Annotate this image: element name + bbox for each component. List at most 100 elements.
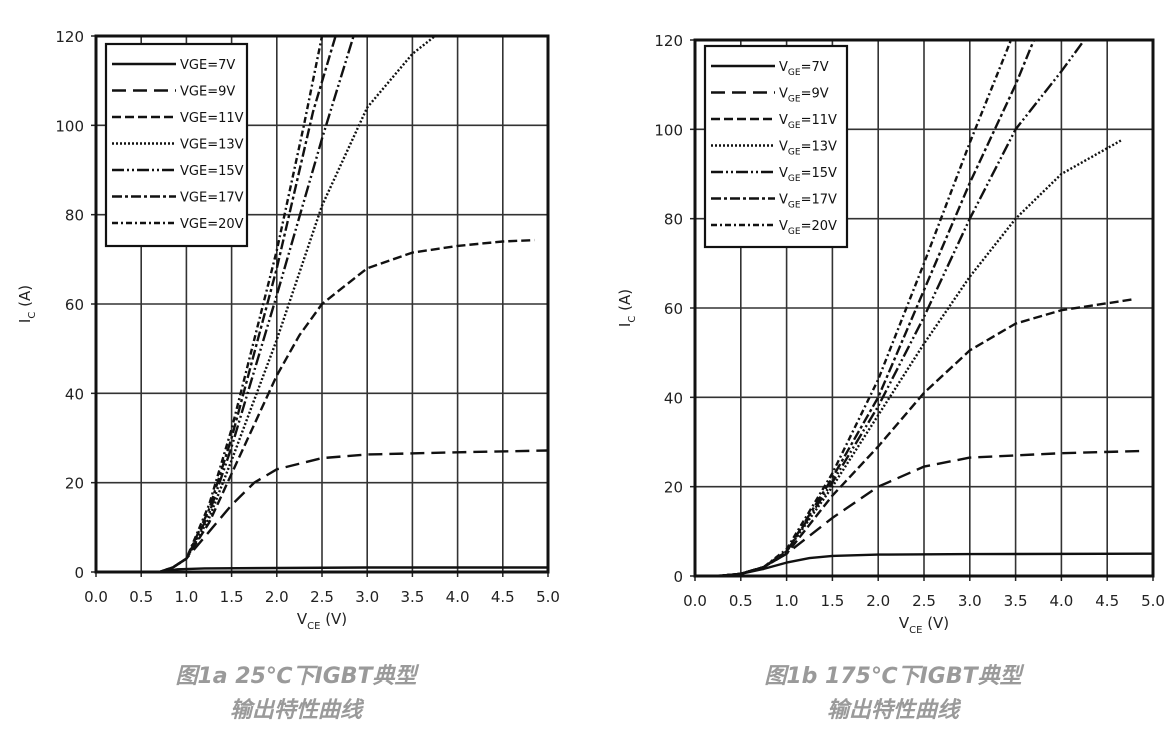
y-tick-label: 80 — [664, 211, 683, 229]
x-axis-label-part: V — [297, 610, 308, 628]
legend-entry-post: =7V — [801, 60, 829, 75]
legend-entry-pre: V — [779, 193, 788, 208]
legend-entry-post: =9V — [207, 85, 235, 100]
legend-entry-pre: V — [779, 140, 788, 155]
x-axis-label-part: CE — [307, 621, 320, 632]
y-axis-label: IC (A) — [16, 285, 38, 323]
y-tick-label: 20 — [664, 479, 683, 497]
x-tick-label: 0.0 — [84, 588, 108, 606]
series-line-vge-20v — [695, 40, 1013, 576]
y-axis-label-part: C — [27, 312, 38, 319]
legend-entry-post: =13V — [801, 140, 837, 155]
legend-entry-post: =11V — [207, 111, 243, 126]
series-line-vge-13v — [695, 139, 1122, 576]
x-tick-label: 1.5 — [220, 588, 244, 606]
legend-entry-sub: GE — [788, 95, 801, 105]
legend-entry: VGE=13V — [180, 138, 244, 153]
x-tick-label: 4.5 — [491, 588, 515, 606]
y-tick-label: 0 — [673, 568, 683, 586]
legend-entry: VGE=20V — [180, 217, 244, 232]
legend-box — [104, 42, 249, 248]
legend-entry-pre: V — [779, 87, 788, 102]
legend-entry-post: =15V — [207, 164, 243, 179]
y-tick-label: 60 — [664, 300, 683, 318]
legend-entry: VGE=15V — [779, 166, 837, 184]
series-line-vge-15v — [695, 40, 1086, 576]
legend-entry: VGE=9V — [180, 85, 235, 100]
x-tick-label: 2.5 — [310, 588, 334, 606]
series-line-vge-7v — [96, 566, 548, 572]
legend: VGE=7VVGE=9VVGE=11VVGE=13VVGE=15VVGE=17V… — [703, 44, 849, 249]
y-tick-label: 120 — [55, 28, 84, 46]
chart-a: 0.0 0.5 1.0 1.5 2.0 2.5 3.0 3.5 4.0 4.5 5.0 0 20 40 60… — [16, 28, 560, 632]
legend-entry-post: =20V — [801, 219, 837, 234]
y-tick-label: 0 — [74, 564, 84, 582]
legend-entry-post: =15V — [801, 166, 837, 181]
x-tick-label: 0.5 — [729, 592, 753, 610]
x-tick-label: 2.0 — [866, 592, 890, 610]
legend-entry-pre: VGE — [180, 138, 207, 153]
x-tick-label: 5.0 — [1141, 592, 1165, 610]
y-axis-label-part: I — [16, 319, 34, 323]
chart-b: 0.0 0.5 1.0 1.5 2.0 2.5 3.0 3.5 4.0 4.5 5.0 0 20 40 60… — [616, 32, 1165, 636]
legend-entry: VGE=11V — [779, 113, 837, 131]
y-axis-label-part: (A) — [616, 289, 634, 316]
series-line-vge-20v — [96, 36, 324, 572]
x-axis-label-part: V — [899, 614, 910, 632]
y-axis-label: IC (A) — [616, 289, 638, 327]
legend-entry-post: =17V — [801, 193, 837, 208]
legend-entry-pre: VGE — [180, 111, 207, 126]
x-axis-label-part: (V) — [320, 610, 347, 628]
legend-entry-pre: V — [779, 166, 788, 181]
legend-entry-pre: V — [779, 113, 788, 128]
legend-entry-sub: GE — [788, 68, 801, 78]
series-line-vge-15v — [96, 36, 355, 572]
y-axis-label-part: I — [616, 323, 634, 327]
legend-entry-post: =11V — [801, 113, 837, 128]
legend-entry-sub: GE — [788, 201, 801, 211]
series-line-vge-9v — [695, 449, 1144, 576]
legend-entry: VGE=15V — [180, 164, 244, 179]
x-tick-label: 0.5 — [129, 588, 153, 606]
series-line-vge-17v — [695, 40, 1036, 576]
legend-entry: VGE=20V — [779, 219, 837, 237]
legend-entry-pre: VGE — [180, 164, 207, 179]
legend-entry: VGE=11V — [180, 111, 244, 126]
x-tick-label: 3.0 — [958, 592, 982, 610]
legend-entry-post: =7V — [207, 58, 235, 73]
x-tick-label: 5.0 — [536, 588, 560, 606]
legend-entry-sub: GE — [788, 121, 801, 131]
legend-entry-pre: V — [779, 60, 788, 75]
y-tick-label: 120 — [654, 32, 683, 50]
legend-entry: VGE=17V — [779, 193, 837, 211]
legend-entry: VGE=13V — [779, 140, 837, 158]
legend-entry-post: =17V — [207, 191, 243, 206]
legend-entry-pre: VGE — [180, 85, 207, 100]
legend-entry-sub: GE — [788, 174, 801, 184]
x-tick-label: 4.0 — [1049, 592, 1073, 610]
y-tick-label: 100 — [55, 117, 84, 135]
x-tick-label: 3.5 — [1004, 592, 1028, 610]
legend-entry-pre: VGE — [180, 217, 207, 232]
series-line-vge-17v — [96, 36, 337, 572]
y-tick-label: 80 — [65, 207, 84, 225]
y-tick-label: 60 — [65, 296, 84, 314]
plot-frame — [94, 34, 550, 574]
x-tick-label: 1.0 — [174, 588, 198, 606]
legend-entry: VGE=7V — [180, 58, 235, 73]
y-tick-label: 20 — [65, 475, 84, 493]
x-tick-label: 0.0 — [683, 592, 707, 610]
x-tick-label: 1.0 — [775, 592, 799, 610]
legend: VGE=7VVGE=9VVGE=11VVGE=13VVGE=15VVGE=17V… — [104, 42, 249, 248]
legend-entry-post: =13V — [207, 138, 243, 153]
legend-entry-sub: GE — [788, 227, 801, 237]
y-tick-label: 100 — [654, 121, 683, 139]
x-tick-label: 4.5 — [1095, 592, 1119, 610]
legend-entry-pre: VGE — [180, 58, 207, 73]
x-tick-label: 4.0 — [446, 588, 470, 606]
legend-entry-post: =20V — [207, 217, 243, 232]
legend-entry-sub: GE — [788, 148, 801, 158]
series-line-vge-11v — [695, 297, 1135, 576]
chart-a-caption: 图1a 25℃下IGBT典型 输出特性曲线 — [96, 660, 496, 728]
